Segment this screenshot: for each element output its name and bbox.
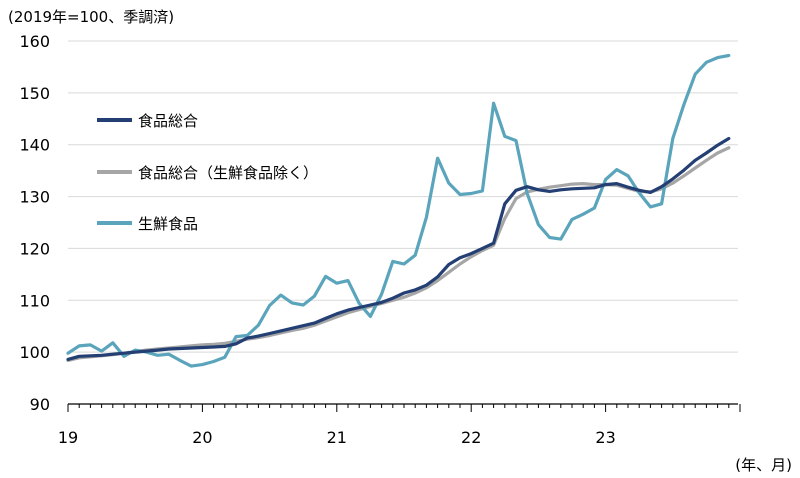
- y-tick-label: 100: [19, 343, 50, 362]
- legend-label: 生鮮食品: [138, 215, 198, 233]
- y-gridlines: [68, 40, 738, 353]
- x-tick-label: 23: [595, 428, 615, 447]
- x-tick-label: 21: [327, 428, 347, 447]
- y-tick-label: 140: [19, 136, 50, 155]
- x-tick-label: 22: [461, 428, 481, 447]
- series-line-2: [66, 53, 731, 368]
- y-axis-tick-labels: 90 100 110 120 130 140 150 160: [19, 32, 50, 414]
- x-tick-label: 20: [192, 428, 212, 447]
- x-axis-tick-labels: 19 20 21 22 23: [58, 428, 616, 447]
- y-tick-label: 160: [19, 32, 50, 51]
- series-line-0: [66, 136, 731, 361]
- y-tick-label: 130: [19, 188, 50, 207]
- series-lines: [66, 53, 731, 368]
- y-tick-label: 120: [19, 239, 50, 258]
- x-unit-label: (年、月): [735, 456, 792, 474]
- legend-label: 食品総合（生鮮食品除く）: [138, 164, 318, 182]
- y-tick-label: 110: [19, 291, 50, 310]
- legend-label: 食品総合: [138, 112, 198, 130]
- y-tick-label: 150: [19, 84, 50, 103]
- y-unit-label: (2019年=100、季調済): [8, 8, 174, 26]
- x-axis: [67, 403, 741, 412]
- x-tick-label: 19: [58, 428, 78, 447]
- y-tick-label: 90: [30, 395, 50, 414]
